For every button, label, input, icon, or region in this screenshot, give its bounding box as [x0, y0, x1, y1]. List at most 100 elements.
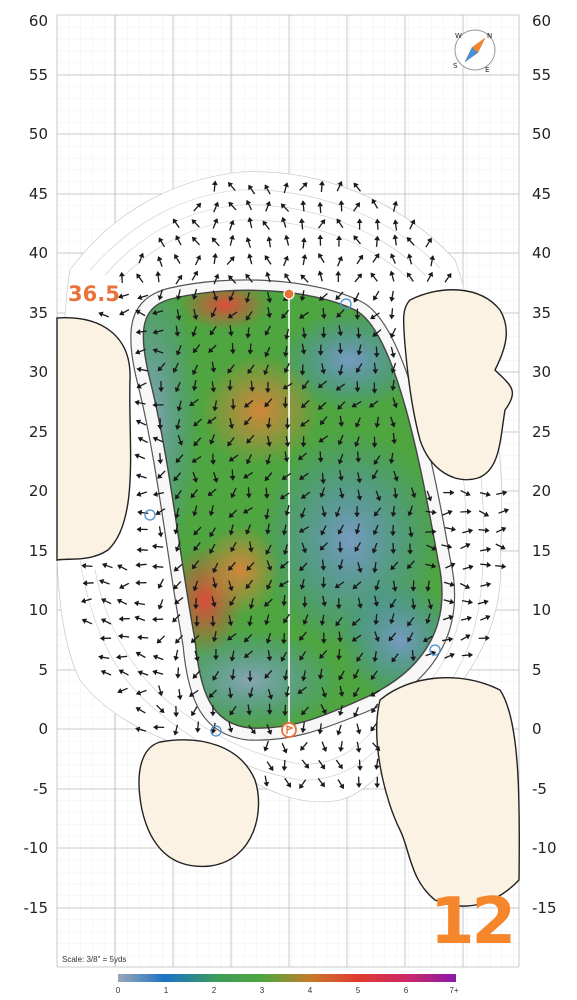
slope-arrow-head: [281, 766, 288, 772]
slope-arrow-head: [320, 333, 327, 339]
slope-arrow-head: [212, 477, 219, 483]
slope-arrow-head: [467, 599, 473, 605]
slope-arrow-head: [371, 198, 377, 205]
y-label-left: 5: [38, 661, 48, 679]
slope-arrow-head: [317, 404, 323, 410]
slope-arrow-head: [135, 329, 141, 335]
slope-arrow-head: [370, 726, 376, 732]
slope-arrow-head: [264, 601, 270, 607]
slope-arrow-head: [191, 457, 197, 463]
slope-arrow-head: [374, 423, 381, 428]
slope-arrow-head: [173, 566, 180, 572]
slope-arrow-head: [247, 621, 253, 627]
slope-arrow-head: [389, 270, 395, 276]
slope-arrow-head: [227, 181, 234, 188]
slope-arrow-head: [172, 218, 178, 224]
slope-arrow-head: [134, 615, 140, 621]
slope-arrow-head: [209, 622, 216, 627]
slope-arrow-head: [370, 674, 376, 681]
slope-arrow-head: [448, 614, 454, 621]
slope-arrow-head: [227, 565, 234, 571]
slope-arrow-head: [211, 237, 217, 243]
slope-arrow-head: [427, 271, 434, 278]
slope-arrow-head: [135, 690, 142, 696]
slope-arrow-head: [135, 309, 141, 315]
slope-arrow-head: [320, 764, 326, 770]
slope-arrow-head: [337, 763, 343, 770]
hole-number: 12: [430, 885, 516, 959]
slope-arrow-head: [135, 349, 141, 355]
slope-arrow-head: [284, 442, 291, 448]
legend-tick: 1: [163, 986, 169, 995]
slope-arrow-head: [422, 637, 429, 643]
slope-arrow-head: [264, 514, 270, 520]
slope-arrow-head: [173, 730, 179, 736]
slope-arrow-head: [486, 546, 492, 553]
slope-arrow-head: [263, 494, 270, 499]
slope-arrow-head: [371, 474, 377, 480]
slope-arrow-head: [227, 635, 233, 641]
slope-arrow-head: [175, 673, 181, 679]
slope-arrow-head: [300, 421, 306, 427]
slope-arrow-head: [280, 203, 287, 209]
slope-arrow-head: [177, 274, 183, 281]
slope-arrow-head: [265, 638, 272, 644]
slope-arrow-head: [406, 272, 412, 278]
slope-arrow-head: [210, 711, 216, 717]
slope-arrow-head: [301, 676, 307, 682]
slope-arrow-head: [283, 255, 289, 261]
slope-arrow-head: [266, 584, 272, 590]
slope-arrow-head: [157, 295, 164, 301]
legend-tick: 2: [211, 986, 217, 995]
slope-arrow-head: [118, 669, 125, 675]
slope-arrow-head: [356, 218, 363, 224]
slope-arrow-head: [135, 579, 140, 586]
slope-arrow-head: [191, 710, 197, 717]
pin-marker-icon[interactable]: [283, 288, 295, 300]
y-label-right: 25: [532, 423, 552, 441]
slope-arrow-head: [263, 746, 269, 752]
slope-arrow-head: [192, 511, 198, 517]
slope-arrow-head: [318, 437, 324, 443]
slope-arrow-head: [336, 730, 342, 736]
slope-arrow-head: [337, 181, 343, 187]
slope-arrow-head: [116, 598, 123, 605]
slope-arrow-head: [229, 349, 236, 355]
slope-arrow-head: [451, 526, 457, 532]
slope-arrow-head: [320, 565, 327, 571]
slope-arrow-head: [137, 294, 143, 301]
slope-arrow-head: [355, 457, 362, 463]
slope-arrow-head: [136, 366, 142, 373]
slope-arrow-head: [229, 256, 235, 262]
legend-tick: 4: [307, 986, 313, 995]
slope-arrow-head: [301, 548, 308, 554]
slope-arrow-head: [301, 709, 307, 716]
slope-arrow-head: [300, 728, 307, 734]
slope-arrow-head: [191, 219, 197, 225]
flag-icon[interactable]: [281, 722, 297, 738]
slope-arrow-head: [210, 312, 216, 318]
slope-arrow-head: [195, 202, 202, 209]
slope-arrow-head: [135, 651, 142, 657]
slope-arrow-head: [248, 604, 255, 610]
compass-icon: N E S W: [453, 29, 496, 74]
slope-arrow-head: [337, 440, 344, 446]
slope-arrow-head: [264, 184, 270, 190]
slope-legend-bar: [118, 974, 456, 982]
slope-arrow-head: [158, 387, 164, 393]
slope-arrow-head: [134, 453, 140, 459]
slope-arrow-head: [228, 201, 234, 207]
slope-arrow-head: [298, 527, 305, 533]
slope-arrow-head: [356, 367, 361, 374]
slope-arrow-head: [335, 294, 341, 301]
slope-arrow-head: [100, 669, 107, 676]
slope-arrow-head: [248, 184, 254, 191]
slope-arrow-head: [118, 271, 125, 277]
y-label-left: 25: [28, 423, 48, 441]
slope-arrow-head: [173, 584, 179, 590]
slope-arrow-head: [266, 441, 272, 447]
slope-arrow-head: [390, 386, 397, 392]
slope-arrow-head: [321, 708, 327, 715]
slope-arrow-head: [213, 273, 220, 279]
slope-arrow-head: [266, 729, 273, 735]
